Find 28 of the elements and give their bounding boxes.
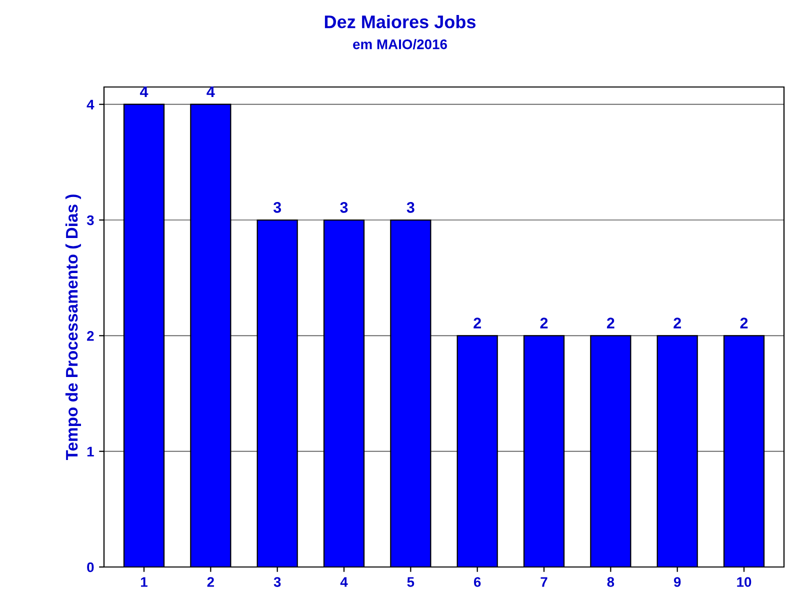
- x-tick-label: 10: [737, 577, 752, 587]
- data-label: 2: [674, 318, 681, 328]
- x-tick-label: 7: [540, 577, 548, 587]
- y-tick-label: 4: [86, 100, 94, 110]
- data-label: 3: [340, 202, 348, 213]
- x-tick-label: 3: [274, 577, 281, 587]
- data-label: 4: [140, 86, 148, 98]
- chart-title: Dez Maiores Jobs: [324, 15, 476, 28]
- chart-subtitle: em MAIO/2016: [353, 39, 447, 50]
- y-tick-label: 0: [87, 562, 94, 572]
- y-tick-label: 3: [86, 215, 94, 226]
- x-tick-label: 1: [141, 577, 148, 587]
- data-label: 2: [740, 318, 748, 328]
- x-tick-label: 5: [407, 577, 414, 587]
- data-label: 2: [606, 318, 614, 328]
- data-label: 2: [540, 318, 548, 328]
- data-label: 2: [474, 318, 481, 328]
- y-axis-title: Tempo de Processamento ( Dias ): [65, 194, 81, 460]
- y-tick-label: 1: [87, 446, 94, 456]
- x-tick-label: 6: [474, 577, 481, 587]
- x-tick-label: 8: [607, 577, 614, 587]
- data-label: 3: [273, 202, 282, 213]
- y-tick-label: 2: [87, 331, 94, 341]
- data-label: 3: [406, 202, 414, 213]
- x-tick-label: 4: [340, 577, 348, 587]
- x-tick-label: 2: [207, 577, 214, 587]
- data-label: 4: [206, 86, 215, 98]
- x-tick-label: 9: [674, 577, 681, 587]
